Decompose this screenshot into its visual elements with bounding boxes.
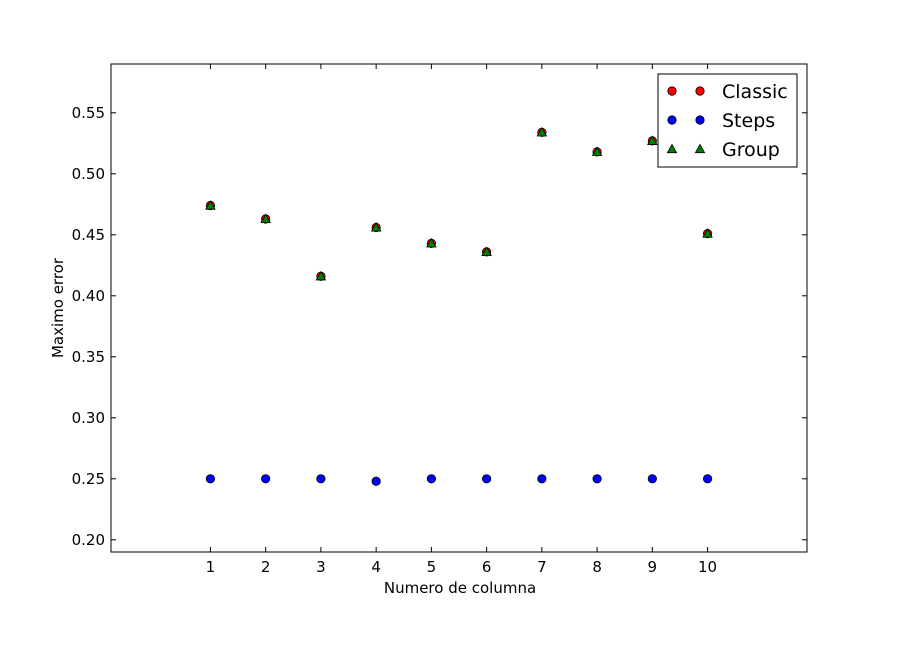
legend-label-classic: Classic [722,81,788,103]
steps-point [371,476,381,486]
legend-steps-marker [667,115,677,125]
y-tick-label: 0.45 [72,226,105,244]
y-axis-label: Maximo error [49,257,67,358]
x-tick-label: 9 [648,558,658,576]
steps-point [205,474,216,484]
steps-point [482,474,492,484]
steps-point [316,474,326,484]
x-tick-label: 1 [206,558,216,576]
group-point [481,246,492,256]
legend-label-steps: Steps [722,110,775,132]
legend-group-marker [694,143,706,154]
legend-classic-marker [695,86,705,96]
y-tick-label: 0.55 [72,104,105,122]
x-tick-label: 5 [427,558,437,576]
group-point [260,213,271,224]
y-tick-label: 0.40 [72,287,105,305]
steps-point [702,474,713,484]
group-point [647,135,658,145]
legend-classic-marker [667,86,677,96]
plot-area-frame [110,63,808,553]
legend-group-marker [666,143,678,154]
x-tick-label: 7 [537,558,547,576]
y-tick-label: 0.50 [72,165,105,183]
legend: Classic Steps Group [657,73,798,168]
steps-point [647,474,657,484]
y-tick-label: 0.25 [72,470,105,488]
steps-point [592,474,602,484]
legend-box [657,73,798,168]
group-point [702,228,713,238]
steps-point [261,474,271,484]
points-layer [205,126,713,486]
ticks-layer: 1 2 3 4 5 6 7 8 9 10 0.20 0.25 0.30 0.35 0.40 0.45 0.50 0… [72,64,807,576]
group-point [315,270,327,281]
group-point [205,200,216,210]
group-point [370,222,382,232]
x-tick-label: 3 [316,558,326,576]
steps-point [426,474,436,484]
group-point [426,237,437,248]
x-tick-label: 6 [482,558,492,576]
legend-steps-marker [695,115,705,125]
x-tick-label: 8 [592,558,602,576]
x-axis-label: Numero de columna [384,579,536,597]
x-tick-label: 2 [261,558,271,576]
x-tick-label: 10 [698,558,717,576]
group-point [536,126,548,137]
steps-point [537,474,547,484]
legend-label-group: Group [722,139,780,161]
x-tick-label: 4 [371,558,381,576]
y-tick-label: 0.20 [72,531,105,549]
group-point [591,146,603,156]
y-tick-label: 0.35 [72,348,105,366]
y-tick-label: 0.30 [72,409,105,427]
